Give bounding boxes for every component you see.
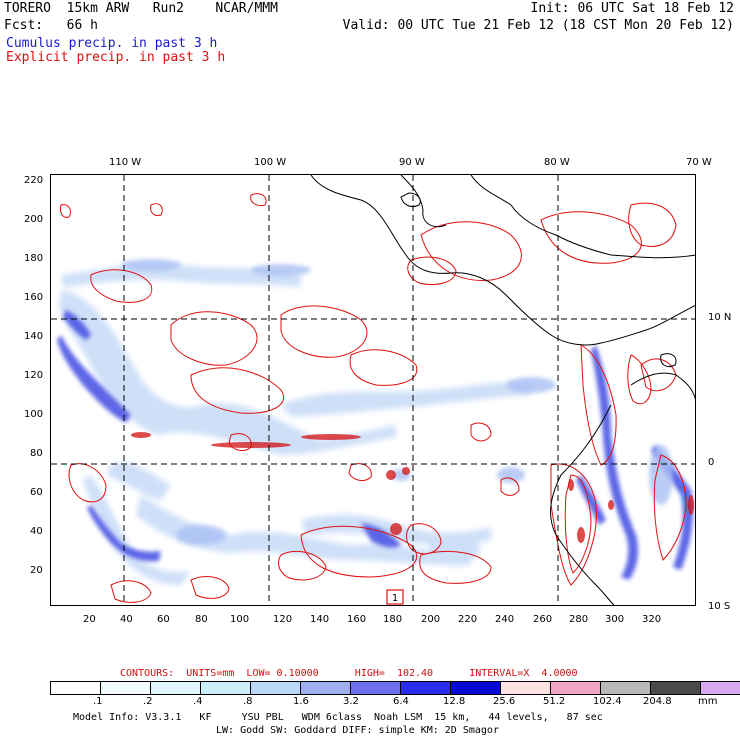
colorbar-label: 204.8 — [643, 696, 672, 707]
coastlines — [310, 175, 695, 605]
model-info: Model Info: V3.3.1 KF YSU PBL WDM 6class… — [73, 712, 603, 723]
colorbar-swatch — [401, 682, 451, 694]
x-tick-label: 300 — [605, 614, 625, 625]
colorbar-label: .2 — [143, 696, 153, 707]
physics-info: LW: Godd SW: Goddard DIFF: simple KM: 2D… — [216, 725, 499, 736]
colorbar-swatch — [501, 682, 551, 694]
colorbar-swatch — [151, 682, 201, 694]
contour-info: CONTOURS: UNITS=mm LOW= 0.10000 HIGH= 10… — [120, 668, 578, 679]
x-tick-label: 100 — [230, 614, 250, 625]
colorbar-label: .1 — [93, 696, 103, 707]
x-tick-label: 80 — [195, 614, 208, 625]
colorbar-label: 51.2 — [543, 696, 566, 707]
x-tick-label: 280 — [569, 614, 589, 625]
station-marker-label: 1 — [392, 593, 398, 604]
precip-colorbar — [50, 681, 740, 695]
x-tick-label: 260 — [533, 614, 553, 625]
x-tick-label: 60 — [157, 614, 170, 625]
colorbar-swatch — [51, 682, 101, 694]
x-tick-label: 20 — [83, 614, 96, 625]
precipitation-map: 1 — [50, 174, 696, 606]
valid-time: Valid: 00 UTC Tue 21 Feb 12 (18 CST Mon … — [342, 18, 734, 33]
x-tick-label: 200 — [421, 614, 441, 625]
y-tick-label: 60 — [30, 487, 43, 498]
lon-label-80w: 80 W — [544, 157, 570, 168]
y-tick-label: 200 — [24, 214, 44, 225]
cumulus-precip-light-shading — [59, 263, 531, 585]
colorbar-label: 3.2 — [343, 696, 359, 707]
colorbar-swatch — [301, 682, 351, 694]
lat-label-10n: 10 N — [708, 312, 732, 323]
colorbar-label: 25.6 — [493, 696, 516, 707]
explicit-precip-cores — [131, 432, 694, 543]
colorbar-swatch — [351, 682, 401, 694]
y-tick-label: 220 — [24, 175, 44, 186]
y-tick-label: 120 — [24, 370, 44, 381]
y-tick-label: 20 — [30, 565, 43, 576]
lon-label-90w: 90 W — [399, 157, 425, 168]
colorbar-label: 12.8 — [443, 696, 466, 707]
colorbar-label: 1.6 — [293, 696, 309, 707]
cumulus-precip-patches — [121, 259, 673, 545]
colorbar-label: .4 — [193, 696, 203, 707]
y-tick-label: 100 — [24, 409, 44, 420]
lat-label-10s: 10 S — [708, 601, 731, 612]
map-canvas: 1 — [51, 175, 695, 605]
colorbar-swatch — [251, 682, 301, 694]
y-tick-label: 40 — [30, 526, 43, 537]
x-tick-label: 120 — [273, 614, 293, 625]
colorbar-swatch — [101, 682, 151, 694]
init-time: Init: 06 UTC Sat 18 Feb 12 — [530, 1, 735, 16]
graticule — [51, 175, 695, 605]
legend-cumulus: Cumulus precip. in past 3 h — [6, 36, 218, 51]
colorbar-swatch — [451, 682, 501, 694]
cumulus-precip-heavy — [57, 310, 693, 580]
y-tick-label: 140 — [24, 331, 44, 342]
y-tick-label: 80 — [30, 448, 43, 459]
station-marker: 1 — [386, 589, 404, 605]
colorbar-label: .8 — [243, 696, 253, 707]
colorbar-units: mm — [698, 696, 718, 707]
y-tick-label: 180 — [24, 253, 44, 264]
x-tick-label: 240 — [495, 614, 515, 625]
lon-label-100w: 100 W — [254, 157, 287, 168]
colorbar-swatch — [651, 682, 701, 694]
lon-label-70w: 70 W — [686, 157, 712, 168]
colorbar-swatch — [551, 682, 601, 694]
colorbar-label: 6.4 — [393, 696, 409, 707]
lon-label-110w: 110 W — [109, 157, 142, 168]
colorbar-swatch — [701, 682, 740, 694]
colorbar-swatch — [201, 682, 251, 694]
x-tick-label: 140 — [310, 614, 330, 625]
legend-explicit: Explicit precip. in past 3 h — [6, 50, 226, 65]
colorbar-label: 102.4 — [593, 696, 622, 707]
lat-label-eq: 0 — [708, 457, 715, 468]
x-tick-label: 160 — [347, 614, 367, 625]
colorbar-swatch — [601, 682, 651, 694]
x-tick-label: 320 — [642, 614, 662, 625]
model-title: TORERO 15km ARW Run2 NCAR/MMM — [4, 1, 278, 16]
forecast-hour: Fcst: 66 h — [4, 18, 98, 33]
x-tick-label: 40 — [120, 614, 133, 625]
x-tick-label: 180 — [383, 614, 403, 625]
x-tick-label: 220 — [458, 614, 478, 625]
y-tick-label: 160 — [24, 292, 44, 303]
